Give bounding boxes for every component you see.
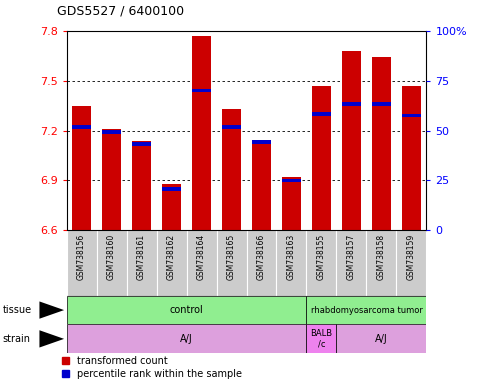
Legend: transformed count, percentile rank within the sample: transformed count, percentile rank withi… xyxy=(62,356,242,379)
Bar xyxy=(307,230,336,296)
Text: GSM738155: GSM738155 xyxy=(317,233,326,280)
Text: rhabdomyosarcoma tumor: rhabdomyosarcoma tumor xyxy=(311,306,423,314)
Bar xyxy=(162,187,181,190)
Bar xyxy=(312,86,331,230)
Text: GSM738158: GSM738158 xyxy=(377,233,386,280)
Bar xyxy=(67,296,307,324)
Text: GSM738165: GSM738165 xyxy=(227,233,236,280)
Text: GSM738160: GSM738160 xyxy=(107,233,116,280)
Bar xyxy=(312,112,331,116)
Bar xyxy=(132,142,151,146)
Bar xyxy=(186,230,216,296)
Text: A/J: A/J xyxy=(180,334,193,344)
Text: GSM738164: GSM738164 xyxy=(197,233,206,280)
Bar xyxy=(396,230,426,296)
Text: tissue: tissue xyxy=(2,305,32,315)
Text: A/J: A/J xyxy=(375,334,388,344)
Bar xyxy=(307,324,336,353)
Text: GSM738162: GSM738162 xyxy=(167,233,176,280)
Text: GSM738161: GSM738161 xyxy=(137,233,146,280)
Text: GSM738156: GSM738156 xyxy=(77,233,86,280)
Bar xyxy=(162,184,181,230)
Text: GSM738157: GSM738157 xyxy=(347,233,356,280)
Polygon shape xyxy=(39,330,64,348)
Bar xyxy=(127,230,157,296)
Text: GSM738159: GSM738159 xyxy=(407,233,416,280)
Bar xyxy=(222,126,241,129)
Bar xyxy=(216,230,246,296)
Bar xyxy=(336,230,366,296)
Bar xyxy=(246,230,277,296)
Text: GSM738163: GSM738163 xyxy=(287,233,296,280)
Bar xyxy=(252,141,271,144)
Bar xyxy=(157,230,186,296)
Bar xyxy=(372,57,391,230)
Bar xyxy=(277,230,307,296)
Bar xyxy=(342,51,361,230)
Text: GSM738166: GSM738166 xyxy=(257,233,266,280)
Bar xyxy=(132,141,151,230)
Polygon shape xyxy=(39,301,64,319)
Bar xyxy=(366,230,396,296)
Bar xyxy=(307,296,426,324)
Bar xyxy=(282,177,301,230)
Text: strain: strain xyxy=(2,334,31,344)
Bar xyxy=(402,86,421,230)
Bar xyxy=(282,179,301,182)
Bar xyxy=(336,324,426,353)
Bar xyxy=(372,102,391,106)
Text: BALB
/c: BALB /c xyxy=(311,329,333,349)
Text: GDS5527 / 6400100: GDS5527 / 6400100 xyxy=(57,4,184,17)
Bar xyxy=(72,126,91,129)
Bar xyxy=(402,114,421,118)
Text: control: control xyxy=(170,305,204,315)
Bar xyxy=(222,109,241,230)
Bar xyxy=(342,102,361,106)
Bar xyxy=(97,230,127,296)
Bar xyxy=(67,230,97,296)
Bar xyxy=(67,324,307,353)
Bar xyxy=(192,36,211,230)
Bar xyxy=(72,106,91,230)
Bar xyxy=(102,131,121,134)
Bar xyxy=(102,129,121,230)
Bar xyxy=(252,141,271,230)
Bar xyxy=(192,89,211,93)
